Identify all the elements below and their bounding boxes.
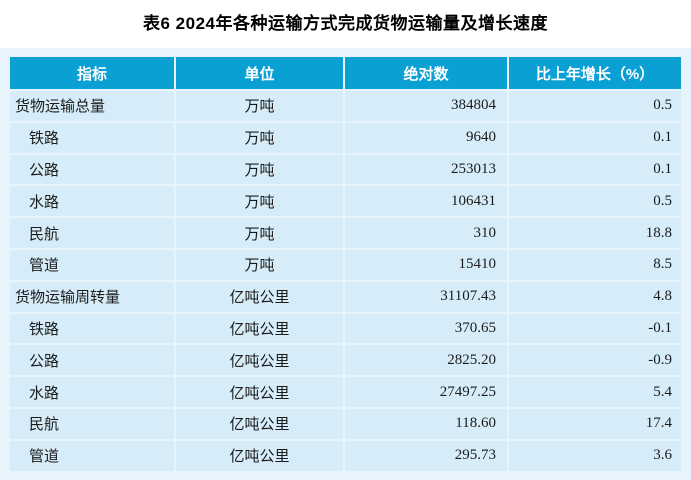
cell-growth: 4.8 (509, 281, 681, 312)
cell-unit: 万吨 (176, 154, 343, 185)
cell-growth: 5.4 (509, 377, 681, 407)
cell-indicator: 水路 (10, 186, 174, 217)
cell-unit: 万吨 (176, 249, 343, 280)
cell-unit: 亿吨公里 (176, 408, 343, 439)
table-body: 货物运输总量 万吨 384804 0.5 铁路 万吨 9640 0.1 公路 万吨 253013 0.… (10, 91, 681, 471)
freight-table: 指标 单位 绝对数 比上年增长（%） 货物运输总量 万吨 384804 0.5 铁路 万吨 964… (8, 55, 683, 473)
cell-indicator: 铁路 (10, 122, 174, 153)
table-row: 货物运输周转量 亿吨公里 31107.43 4.8 (10, 281, 681, 312)
header-cell-unit: 单位 (176, 57, 343, 89)
table-panel: 指标 单位 绝对数 比上年增长（%） 货物运输总量 万吨 384804 0.5 铁路 万吨 964… (0, 48, 691, 480)
table-row: 水路 亿吨公里 27497.25 5.4 (10, 377, 681, 407)
cell-growth: -0.9 (509, 345, 681, 376)
cell-growth: 17.4 (509, 408, 681, 439)
cell-unit: 亿吨公里 (176, 313, 343, 344)
cell-value: 118.60 (345, 408, 507, 439)
cell-indicator: 民航 (10, 218, 174, 248)
cell-unit: 亿吨公里 (176, 281, 343, 312)
cell-value: 15410 (345, 249, 507, 280)
cell-indicator: 公路 (10, 345, 174, 376)
table-row: 货物运输总量 万吨 384804 0.5 (10, 91, 681, 121)
header-cell-indicator: 指标 (10, 57, 174, 89)
table-row: 铁路 万吨 9640 0.1 (10, 122, 681, 153)
cell-indicator: 货物运输周转量 (10, 281, 174, 312)
cell-unit: 万吨 (176, 186, 343, 217)
cell-growth: 18.8 (509, 218, 681, 248)
cell-unit: 万吨 (176, 218, 343, 248)
cell-unit: 亿吨公里 (176, 345, 343, 376)
cell-growth: -0.1 (509, 313, 681, 344)
header-cell-growth: 比上年增长（%） (509, 57, 681, 89)
header-row: 指标 单位 绝对数 比上年增长（%） (10, 57, 681, 89)
table-row: 水路 万吨 106431 0.5 (10, 186, 681, 217)
table-row: 公路 亿吨公里 2825.20 -0.9 (10, 345, 681, 376)
cell-value: 2825.20 (345, 345, 507, 376)
header-cell-absolute: 绝对数 (345, 57, 507, 89)
cell-indicator: 铁路 (10, 313, 174, 344)
cell-indicator: 公路 (10, 154, 174, 185)
cell-value: 295.73 (345, 440, 507, 471)
cell-growth: 0.1 (509, 154, 681, 185)
table-row: 公路 万吨 253013 0.1 (10, 154, 681, 185)
cell-unit: 万吨 (176, 122, 343, 153)
cell-indicator: 货物运输总量 (10, 91, 174, 121)
table-title: 表6 2024年各种运输方式完成货物运输量及增长速度 (143, 14, 548, 33)
cell-unit: 亿吨公里 (176, 377, 343, 407)
cell-value: 370.65 (345, 313, 507, 344)
table-row: 管道 万吨 15410 8.5 (10, 249, 681, 280)
cell-value: 9640 (345, 122, 507, 153)
cell-value: 27497.25 (345, 377, 507, 407)
cell-indicator: 管道 (10, 440, 174, 471)
cell-growth: 3.6 (509, 440, 681, 471)
table-row: 民航 万吨 310 18.8 (10, 218, 681, 248)
cell-value: 106431 (345, 186, 507, 217)
cell-growth: 0.5 (509, 186, 681, 217)
cell-value: 384804 (345, 91, 507, 121)
table-row: 民航 亿吨公里 118.60 17.4 (10, 408, 681, 439)
cell-indicator: 民航 (10, 408, 174, 439)
cell-value: 253013 (345, 154, 507, 185)
cell-growth: 0.5 (509, 91, 681, 121)
cell-indicator: 管道 (10, 249, 174, 280)
table-row: 铁路 亿吨公里 370.65 -0.1 (10, 313, 681, 344)
table-row: 管道 亿吨公里 295.73 3.6 (10, 440, 681, 471)
cell-value: 31107.43 (345, 281, 507, 312)
cell-indicator: 水路 (10, 377, 174, 407)
cell-unit: 万吨 (176, 91, 343, 121)
cell-growth: 0.1 (509, 122, 681, 153)
cell-unit: 亿吨公里 (176, 440, 343, 471)
cell-value: 310 (345, 218, 507, 248)
cell-growth: 8.5 (509, 249, 681, 280)
